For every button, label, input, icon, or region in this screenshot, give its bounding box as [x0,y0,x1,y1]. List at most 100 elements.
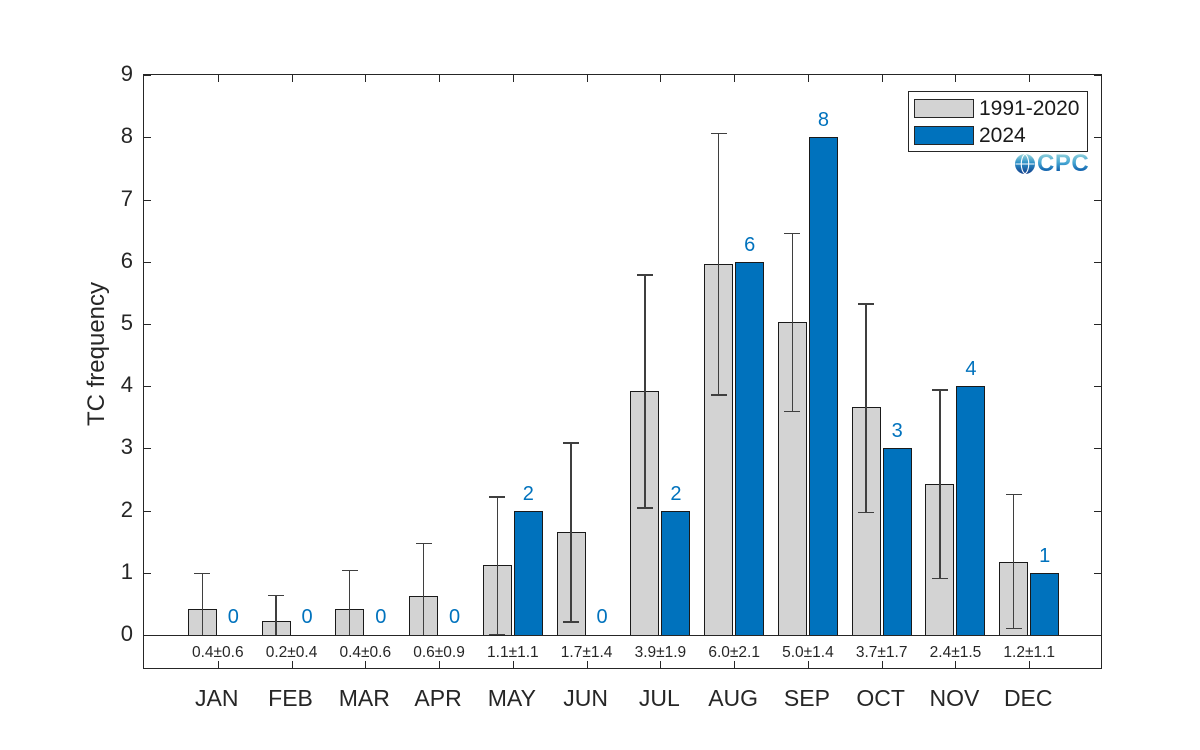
y-tick-label-8: 8 [120,123,133,149]
error-cap-top-nov [931,389,948,391]
x-tick-top-oct [881,75,883,82]
error-cap-bottom-sep [784,411,801,413]
error-bar-oct [865,303,867,512]
error-bar-jul [644,274,646,508]
cpc-logo-text: CPC [1037,150,1090,177]
y-tick-right-5 [1094,324,1101,325]
x-tick-bottom-mar [365,661,367,668]
month-label-jun: JUN [563,685,608,711]
x-tick-bottom-nov [955,661,957,668]
y-tick-label-4: 4 [120,372,133,398]
y-tick-right-1 [1094,572,1101,574]
bar-2024-may [513,510,543,635]
error-bar-jan [201,572,203,635]
error-cap-bottom-oct [858,511,875,514]
value-label-jul: 2 [670,482,682,505]
value-label-may: 2 [522,482,534,505]
x-tick-bottom-aug [734,661,736,668]
y-tick-left-3 [144,448,151,450]
mean-std-label-aug: 6.0±2.1 [708,644,760,661]
y-tick-left-2 [144,510,151,512]
globe-icon [1015,153,1035,175]
x-tick-top-jul [660,75,662,82]
bar-2024-oct [882,448,912,635]
x-tick-top-nov [955,75,957,82]
y-tick-label-6: 6 [120,247,133,273]
x-tick-top-apr [439,75,441,82]
legend-label-2024: 2024 [979,123,1026,147]
y-tick-left-4 [144,386,151,388]
legend-item-2024: 2024 [914,125,1087,146]
bar-climatology-aug [704,263,734,635]
y-tick-label-2: 2 [120,496,133,522]
error-cap-top-feb [268,594,285,596]
y-tick-right-3 [1094,448,1101,450]
plot-area: 0 0.4±0.6 0 0.2±0.4 0 0.4±0.6 0 0.6±0.9 2 1.1±1.1… [143,74,1102,669]
bar-climatology-sep [777,322,807,635]
value-label-sep: 8 [817,109,829,132]
error-bar-apr [422,542,425,635]
error-cap-bottom-dec [1005,627,1022,629]
x-tick-top-sep [807,75,809,82]
x-tick-top-jan [217,75,219,82]
error-bar-sep [791,232,794,412]
error-bar-jun [570,442,572,622]
legend-item-climatology: 1991-2020 [914,98,1087,119]
mean-std-label-apr: 0.6±0.9 [413,644,465,661]
month-label-jan: JAN [195,685,239,711]
error-cap-bottom-aug [710,394,727,396]
value-label-nov: 4 [965,358,977,381]
mean-std-label-sep: 5.0±1.4 [782,644,834,661]
mean-std-label-mar: 0.4±0.6 [339,644,392,661]
x-tick-bottom-oct [881,661,883,668]
x-tick-bottom-dec [1029,661,1031,668]
mean-std-label-jul: 3.9±1.9 [634,644,687,661]
month-label-aug: AUG [708,685,759,711]
month-label-nov: NOV [929,685,980,711]
x-tick-top-dec [1029,75,1031,82]
error-cap-top-oct [858,303,875,305]
value-label-jun: 0 [596,606,608,628]
x-tick-bottom-sep [807,661,809,668]
y-axis-label: TC frequency [83,281,110,427]
y-tick-right-2 [1094,510,1101,512]
y-tick-right-7 [1094,199,1101,201]
bar-2024-dec [1030,572,1060,635]
error-bar-mar [349,569,351,635]
y-tick-left-7 [144,199,151,201]
value-label-mar: 0 [375,606,387,628]
error-cap-top-jul [636,274,653,276]
mean-std-label-nov: 2.4±1.5 [929,644,982,661]
cpc-logo: CPC [1014,152,1089,176]
value-label-dec: 1 [1039,544,1051,567]
month-label-may: MAY [487,685,536,711]
x-tick-bottom-jul [660,661,662,668]
y-tick-left-9 [144,75,151,77]
x-tick-bottom-feb [291,661,293,668]
value-label-feb: 0 [301,606,313,628]
error-cap-bottom-nov [931,577,948,580]
y-tick-label-7: 7 [120,185,133,211]
bar-2024-jul [661,510,691,635]
legend-label-climatology: 1991-2020 [979,96,1080,120]
mean-std-label-oct: 3.7±1.7 [855,644,908,661]
error-bar-feb [275,594,277,635]
error-cap-bottom-may [489,633,506,636]
bar-climatology-jul [630,390,660,635]
legend-swatch-2024 [914,125,974,145]
x-tick-bottom-apr [439,661,441,668]
error-cap-top-apr [415,542,432,545]
x-tick-top-aug [734,75,736,82]
month-label-apr: APR [414,685,462,711]
error-bar-dec [1013,493,1015,628]
value-label-aug: 6 [744,233,756,256]
y-tick-right-8 [1094,137,1101,139]
y-tick-label-3: 3 [120,434,133,460]
x-tick-top-may [512,75,514,82]
bar-2024-nov [956,386,986,635]
x-tick-top-mar [365,75,367,82]
month-label-dec: DEC [1003,685,1053,711]
y-tick-label-1: 1 [120,558,133,584]
y-tick-label-5: 5 [120,310,133,335]
mean-std-label-feb: 0.2±0.4 [265,644,318,661]
